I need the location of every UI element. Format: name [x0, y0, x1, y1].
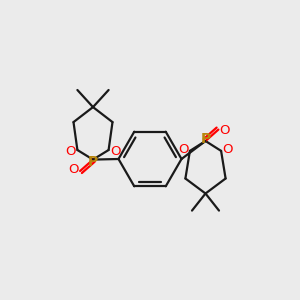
Text: O: O [68, 163, 79, 176]
Text: O: O [178, 143, 188, 156]
Text: O: O [220, 124, 230, 137]
Text: P: P [88, 155, 98, 169]
Text: P: P [200, 132, 211, 145]
Text: O: O [223, 143, 233, 156]
Text: O: O [66, 145, 76, 158]
Text: O: O [110, 145, 121, 158]
